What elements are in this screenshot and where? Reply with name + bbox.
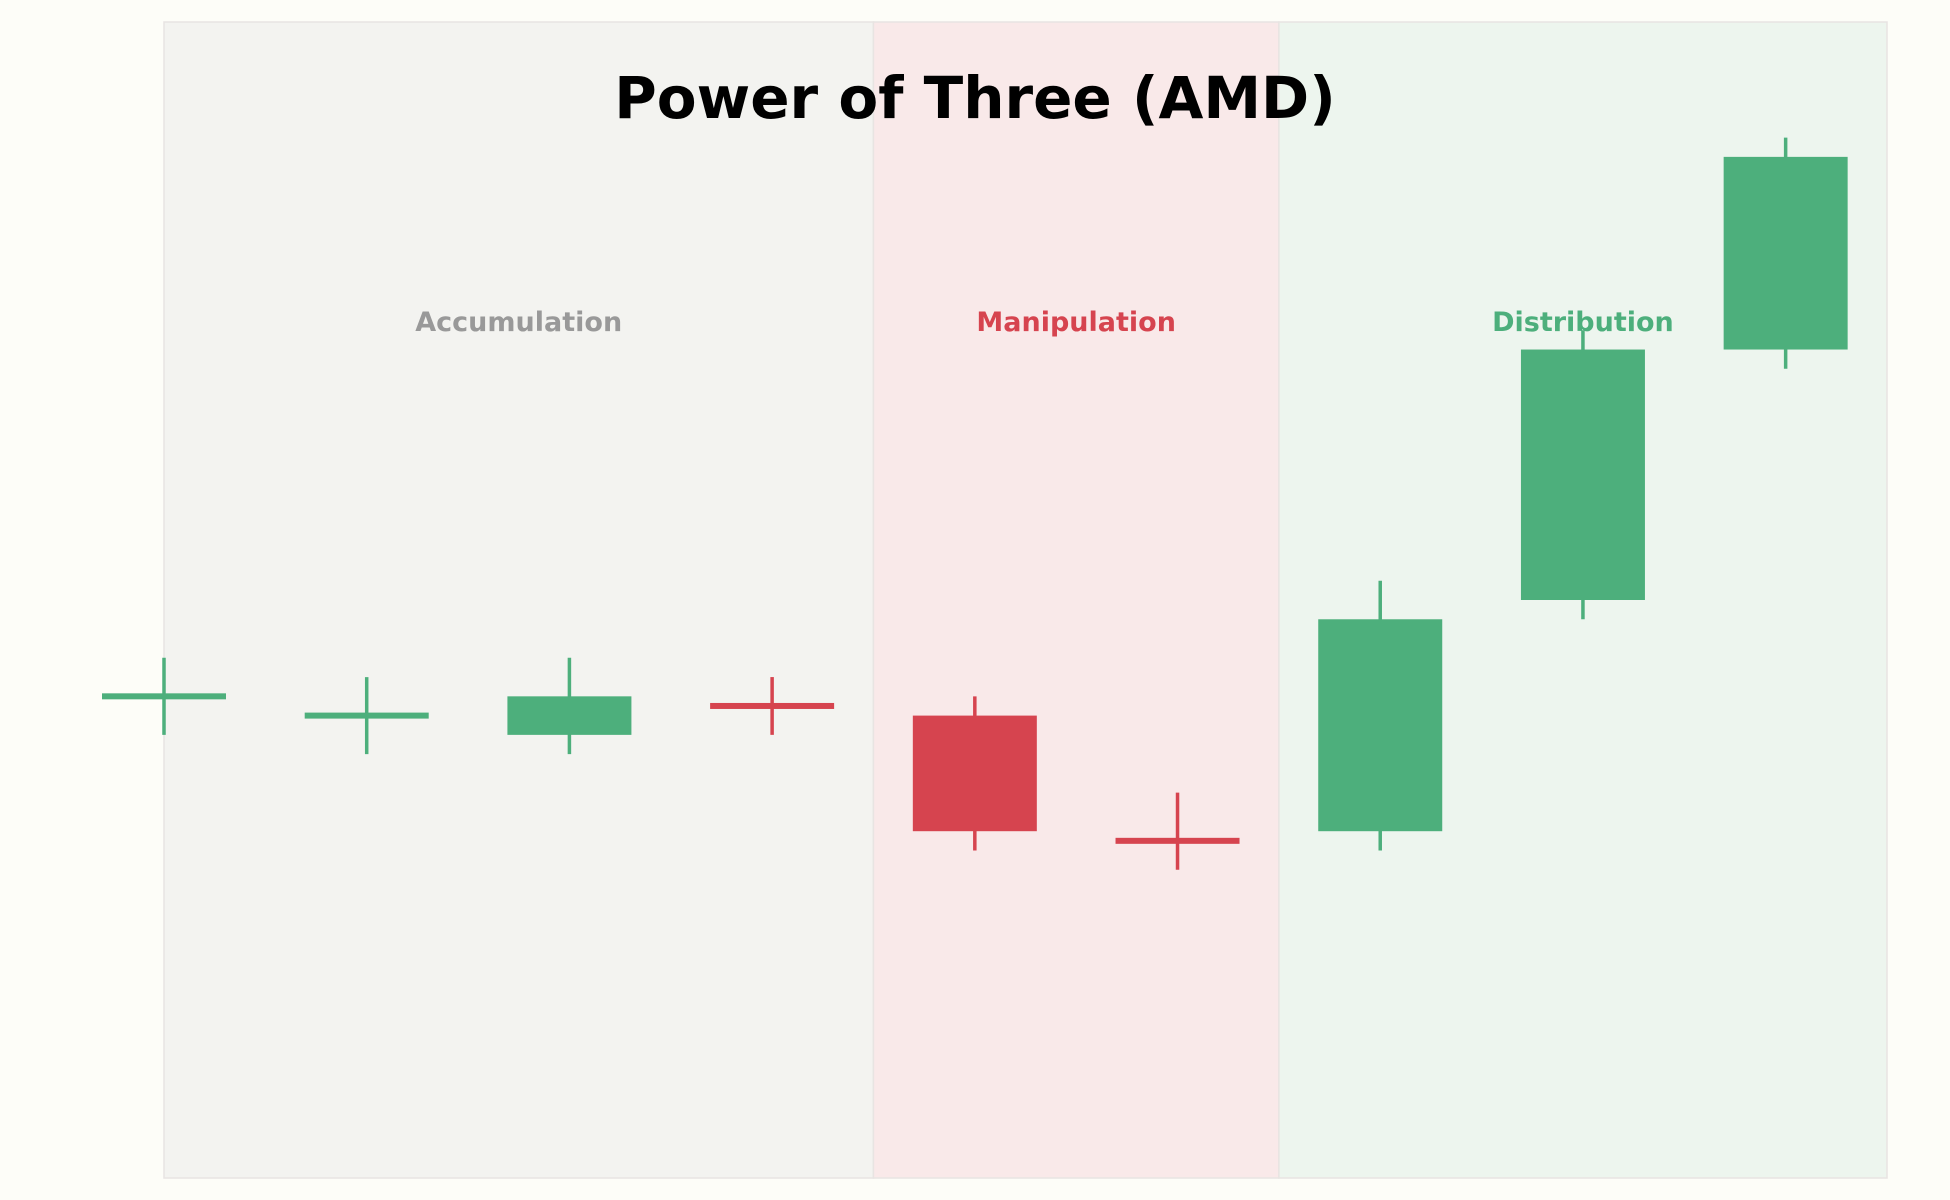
candle-body: [1723, 156, 1848, 350]
candle-body: [304, 712, 429, 719]
phase-band-manipulation: [872, 21, 1280, 1179]
candle-1: [102, 657, 226, 735]
candle-body: [710, 702, 835, 709]
phase-band-accumulation: [163, 21, 875, 1179]
candle-body: [1115, 837, 1240, 844]
candle-3: [507, 657, 632, 755]
candle-5: [912, 696, 1037, 851]
candles: [102, 137, 1848, 870]
candle-8: [1520, 330, 1645, 620]
candle-body: [102, 693, 226, 700]
candle-4: [710, 677, 835, 735]
phase-label-accumulation: Accumulation: [415, 307, 622, 338]
candle-body: [1318, 619, 1443, 832]
candle-7: [1318, 580, 1443, 851]
phase-labels: Accumulation Manipulation Distribution: [415, 307, 1674, 338]
candle-body: [1520, 349, 1645, 600]
candle-body: [507, 696, 632, 735]
candle-body: [912, 715, 1037, 832]
candle-9: [1723, 137, 1848, 369]
chart-title: Power of Three (AMD): [614, 64, 1335, 132]
candle-6: [1115, 792, 1240, 870]
phase-label-manipulation: Manipulation: [976, 307, 1176, 338]
candle-2: [304, 677, 429, 755]
